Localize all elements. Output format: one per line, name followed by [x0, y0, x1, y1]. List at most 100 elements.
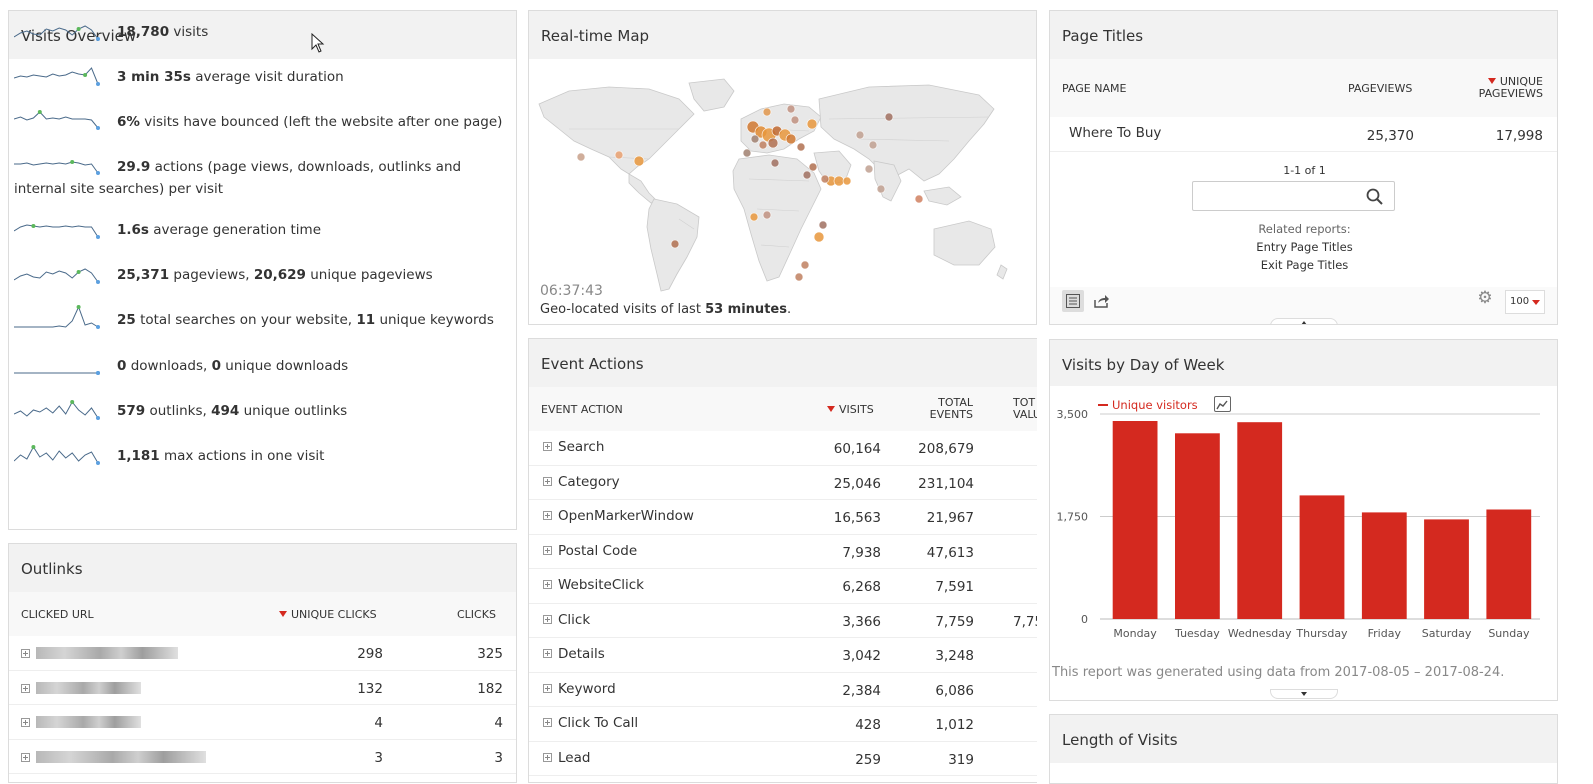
world-map[interactable] — [529, 69, 1037, 299]
expand-handle-icon[interactable] — [1270, 689, 1338, 699]
outlink-url-cell[interactable] — [21, 646, 178, 662]
expand-icon[interactable] — [543, 442, 552, 451]
related-link-entry[interactable]: Entry Page Titles — [1256, 240, 1353, 254]
sparkline[interactable] — [14, 394, 104, 422]
col-total-value[interactable]: TOT VALU — [1013, 397, 1037, 421]
related-link-exit[interactable]: Exit Page Titles — [1260, 258, 1349, 272]
expand-icon[interactable] — [543, 580, 552, 589]
visit-marker[interactable] — [790, 115, 800, 125]
table-row[interactable]: Keyword 2,384 6,086 — [529, 673, 1037, 707]
map-land[interactable] — [933, 220, 996, 266]
page-name-cell[interactable]: Where To Buy — [1069, 125, 1162, 141]
chart-type-icon[interactable] — [1214, 396, 1231, 412]
sparkline[interactable] — [14, 15, 104, 43]
event-action-cell[interactable]: Click To Call — [543, 715, 638, 731]
outlink-url-cell[interactable] — [21, 715, 141, 731]
expand-icon[interactable] — [543, 614, 552, 624]
visit-marker[interactable] — [800, 260, 810, 270]
limit-select[interactable]: 100 — [1505, 290, 1545, 314]
visit-marker[interactable] — [767, 137, 779, 149]
visit-marker[interactable] — [742, 148, 752, 158]
map-land[interactable] — [538, 86, 695, 175]
visit-marker[interactable] — [802, 170, 812, 180]
visit-marker[interactable] — [614, 150, 624, 160]
map-land[interactable] — [818, 84, 995, 182]
visit-marker[interactable] — [794, 272, 804, 282]
visit-marker[interactable] — [750, 134, 760, 144]
sparkline[interactable] — [14, 303, 104, 331]
expand-icon[interactable] — [21, 718, 30, 727]
bar-wednesday[interactable] — [1237, 422, 1283, 619]
col-clicks[interactable]: CLICKS — [457, 608, 496, 621]
visit-marker[interactable] — [749, 212, 759, 222]
visit-marker[interactable] — [762, 107, 772, 117]
sparkline[interactable] — [14, 258, 104, 286]
col-unique-clicks[interactable]: UNIQUE CLICKS — [279, 608, 377, 621]
gear-icon[interactable]: ⚙ — [1477, 288, 1493, 308]
event-action-cell[interactable]: Click — [543, 612, 590, 628]
export-icon[interactable] — [1091, 290, 1113, 312]
map-land[interactable] — [688, 78, 735, 112]
visit-marker[interactable] — [796, 142, 806, 152]
expand-icon[interactable] — [543, 476, 552, 486]
map-land[interactable] — [923, 186, 962, 206]
sparkline[interactable] — [14, 105, 104, 133]
sparkline[interactable] — [14, 213, 104, 241]
bar-sunday[interactable] — [1486, 509, 1532, 620]
visit-marker[interactable] — [786, 104, 796, 114]
expand-icon[interactable] — [543, 649, 552, 658]
event-action-cell[interactable]: WebsiteClick — [543, 577, 644, 593]
sparkline[interactable] — [14, 439, 104, 467]
search-icon[interactable] — [1366, 188, 1384, 206]
expand-icon[interactable] — [543, 545, 552, 555]
visit-marker[interactable] — [818, 220, 828, 230]
event-action-cell[interactable]: Keyword — [543, 681, 616, 697]
visit-marker[interactable] — [914, 194, 924, 204]
page-titles-title[interactable]: Page Titles — [1050, 11, 1557, 59]
col-page-name[interactable]: PAGE NAME — [1062, 82, 1127, 95]
search-box[interactable] — [1192, 181, 1395, 211]
visit-marker[interactable] — [785, 133, 797, 145]
bar-saturday[interactable] — [1424, 519, 1469, 619]
expand-icon[interactable] — [543, 718, 552, 727]
visit-marker[interactable] — [820, 174, 830, 184]
bar-monday[interactable] — [1112, 421, 1158, 619]
event-action-cell[interactable]: Search — [543, 439, 604, 455]
bar-tuesday[interactable] — [1175, 433, 1220, 619]
visit-marker[interactable] — [808, 162, 818, 172]
event-action-cell[interactable]: Postal Code — [543, 543, 637, 559]
visit-marker[interactable] — [758, 140, 768, 150]
visit-marker[interactable] — [864, 164, 874, 174]
col-clicked-url[interactable]: CLICKED URL — [21, 608, 94, 621]
visits-overview-title[interactable]: Visits Overview — [9, 11, 516, 59]
table-row[interactable]: Click 3,366 7,759 7,75 — [529, 604, 1037, 638]
bar-thursday[interactable] — [1299, 495, 1345, 619]
visit-marker[interactable] — [884, 112, 894, 122]
table-row[interactable]: Click To Call 428 1,012 — [529, 707, 1037, 742]
expand-icon[interactable] — [21, 683, 30, 693]
map-land[interactable] — [996, 264, 1008, 280]
table-row[interactable]: 298 325 — [9, 636, 516, 671]
visit-marker[interactable] — [876, 184, 886, 194]
visit-marker[interactable] — [762, 210, 772, 220]
table-row[interactable]: Details 3,042 3,248 — [529, 638, 1037, 673]
chart-legend[interactable]: Unique visitors — [1098, 398, 1198, 412]
col-visits[interactable]: VISITS — [827, 403, 874, 416]
event-actions-title[interactable]: Event Actions — [529, 339, 1037, 387]
collapse-handle-icon[interactable] — [1270, 318, 1338, 324]
visit-marker[interactable] — [855, 130, 865, 140]
visit-marker[interactable] — [833, 175, 845, 187]
visits-by-day-title[interactable]: Visits by Day of Week — [1050, 340, 1557, 386]
outlink-url-cell[interactable] — [21, 750, 206, 766]
table-row[interactable]: Lead 259 319 — [529, 742, 1037, 776]
visit-marker[interactable] — [806, 118, 818, 130]
bar-friday[interactable] — [1361, 512, 1407, 619]
event-action-cell[interactable]: OpenMarkerWindow — [543, 508, 694, 524]
col-total-events[interactable]: TOTAL EVENTS — [929, 396, 973, 421]
expand-icon[interactable] — [543, 683, 552, 693]
table-row[interactable]: Postal Code 7,938 47,613 — [529, 535, 1037, 569]
event-action-cell[interactable]: Details — [543, 646, 605, 662]
table-row[interactable]: Where To Buy 25,370 17,998 — [1050, 117, 1557, 152]
expand-icon[interactable] — [543, 752, 552, 762]
